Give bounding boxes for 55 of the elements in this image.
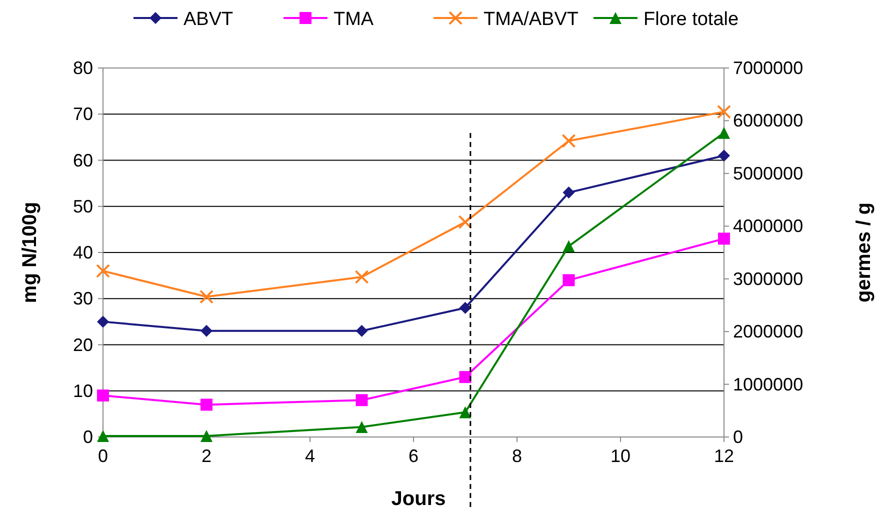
x-tick-label: 0 bbox=[98, 446, 108, 466]
legend-label: TMA bbox=[334, 9, 374, 30]
point bbox=[717, 104, 731, 119]
point bbox=[200, 290, 214, 304]
point bbox=[562, 240, 575, 252]
y-tick-label: 30 bbox=[72, 288, 93, 309]
y-tick-label: 20 bbox=[72, 334, 93, 355]
point bbox=[459, 371, 472, 384]
y2-tick-label: 4000000 bbox=[733, 216, 804, 236]
point bbox=[356, 324, 368, 337]
legend-label: Flore totale bbox=[644, 9, 739, 30]
legend-label: TMA/ABVT bbox=[484, 9, 579, 30]
y2-tick-label: 0 bbox=[733, 427, 744, 447]
y-tick-label: 60 bbox=[72, 150, 93, 170]
y2-tick-label: 5000000 bbox=[733, 163, 804, 184]
y-tick-label: 80 bbox=[72, 58, 93, 78]
point bbox=[718, 232, 730, 245]
x-tick-label: 6 bbox=[408, 446, 419, 466]
x-tick-label: 10 bbox=[610, 446, 631, 466]
y2-axis-title: germes / g bbox=[853, 202, 875, 303]
point bbox=[562, 134, 576, 148]
y-tick-label: 50 bbox=[72, 196, 93, 216]
point bbox=[200, 324, 212, 337]
x-tick-label: 12 bbox=[714, 446, 734, 466]
y2-tick-label: 6000000 bbox=[733, 110, 804, 131]
point bbox=[459, 406, 472, 418]
point bbox=[200, 398, 212, 411]
point bbox=[97, 430, 109, 442]
point bbox=[562, 186, 575, 199]
y2-tick-label: 3000000 bbox=[733, 268, 804, 289]
point bbox=[97, 389, 109, 402]
point bbox=[97, 316, 109, 328]
legend-label: ABVT bbox=[184, 9, 234, 30]
y-tick-label: 70 bbox=[72, 104, 93, 124]
y-tick-label: 10 bbox=[72, 380, 93, 401]
x-tick-label: 2 bbox=[201, 446, 212, 466]
point bbox=[354, 270, 369, 284]
point bbox=[459, 302, 472, 314]
point bbox=[718, 150, 730, 162]
y2-tick-label: 1000000 bbox=[733, 374, 804, 394]
y2-tick-label: 7000000 bbox=[733, 58, 804, 78]
point bbox=[96, 264, 110, 278]
point bbox=[718, 126, 730, 139]
y-axis-title: mg N/100g bbox=[19, 202, 41, 304]
y-tick-label: 0 bbox=[82, 427, 93, 447]
point bbox=[356, 394, 368, 406]
point bbox=[200, 430, 212, 442]
y2-tick-label: 2000000 bbox=[733, 322, 804, 342]
x-tick-label: 8 bbox=[512, 446, 522, 466]
point bbox=[562, 274, 575, 286]
x-tick-label: 4 bbox=[304, 446, 316, 466]
point bbox=[458, 215, 472, 230]
y-tick-label: 40 bbox=[72, 242, 93, 262]
point bbox=[356, 420, 368, 433]
x-axis-title: Jours bbox=[391, 488, 446, 510]
